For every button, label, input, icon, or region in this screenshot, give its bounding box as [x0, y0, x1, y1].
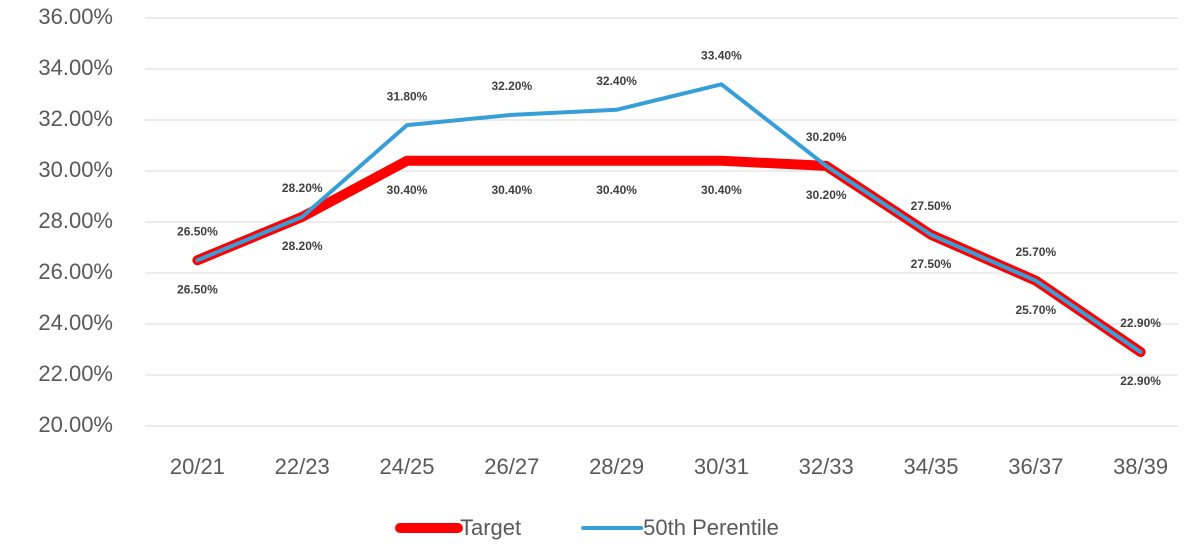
data-label: 27.50%	[911, 257, 952, 271]
y-tick-label: 32.00%	[38, 106, 113, 131]
legend-label: Target	[460, 515, 521, 540]
data-label: 30.40%	[491, 183, 532, 197]
x-tick-label: 24/25	[379, 454, 434, 479]
x-tick-label: 20/21	[170, 454, 225, 479]
data-label: 30.20%	[806, 188, 847, 202]
x-tick-label: 28/29	[589, 454, 644, 479]
data-label: 25.70%	[1015, 303, 1056, 317]
data-label: 31.80%	[387, 89, 428, 103]
x-tick-label: 26/27	[484, 454, 539, 479]
data-label: 33.40%	[701, 48, 742, 62]
data-label: 26.50%	[177, 282, 218, 296]
series-line	[192, 155, 1146, 358]
legend-label: 50th Perentile	[643, 515, 779, 540]
x-tick-label: 36/37	[1008, 454, 1063, 479]
y-tick-label: 34.00%	[38, 55, 113, 80]
y-tick-label: 22.00%	[38, 361, 113, 386]
y-tick-label: 36.00%	[38, 4, 113, 29]
series-line	[195, 82, 1143, 355]
y-tick-label: 28.00%	[38, 208, 113, 233]
data-label: 32.20%	[491, 79, 532, 93]
data-label: 30.20%	[806, 130, 847, 144]
data-label: 22.90%	[1120, 374, 1161, 388]
data-label: 28.20%	[282, 239, 323, 253]
data-label: 30.40%	[701, 183, 742, 197]
x-tick-label: 30/31	[694, 454, 749, 479]
y-tick-label: 24.00%	[38, 310, 113, 335]
x-tick-label: 22/23	[275, 454, 330, 479]
x-tick-label: 32/33	[799, 454, 854, 479]
data-label: 30.40%	[387, 183, 428, 197]
data-label: 25.70%	[1015, 245, 1056, 259]
y-tick-label: 26.00%	[38, 259, 113, 284]
data-label: 30.40%	[596, 183, 637, 197]
data-label: 32.40%	[596, 74, 637, 88]
y-tick-label: 30.00%	[38, 157, 113, 182]
data-label: 26.50%	[177, 224, 218, 238]
y-tick-label: 20.00%	[38, 412, 113, 437]
data-label: 22.90%	[1120, 316, 1161, 330]
data-label: 27.50%	[911, 199, 952, 213]
x-tick-label: 38/39	[1113, 454, 1168, 479]
data-label: 28.20%	[282, 181, 323, 195]
x-tick-label: 34/35	[903, 454, 958, 479]
